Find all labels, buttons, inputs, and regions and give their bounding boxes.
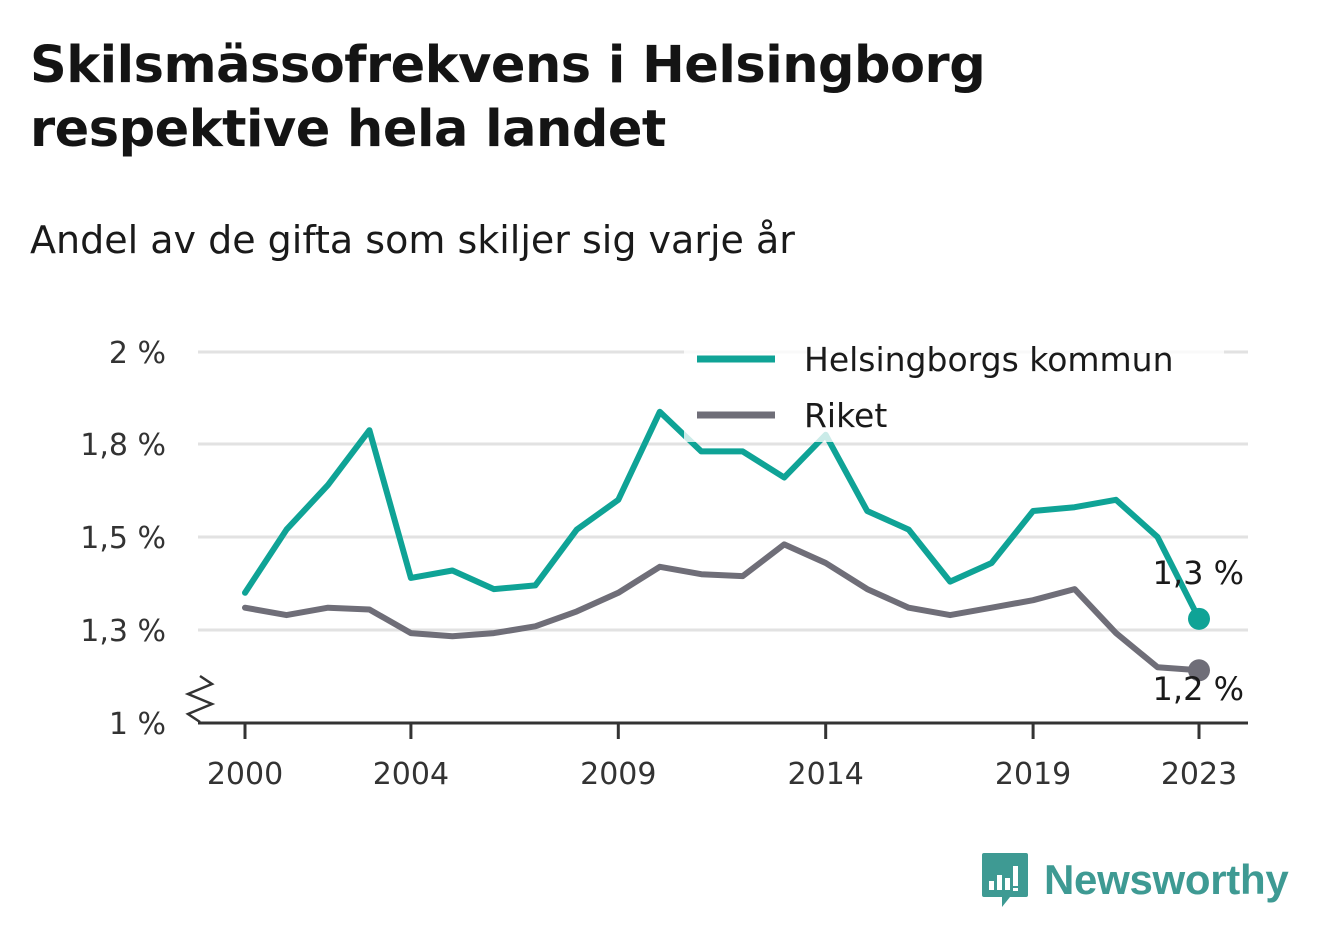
end-points: 1,3 % 1,2 % bbox=[1153, 554, 1244, 708]
x-tick-label: 2014 bbox=[788, 757, 864, 792]
chart-subtitle: Andel av de gifta som skiljer sig varje … bbox=[30, 218, 795, 262]
x-tick-label: 2023 bbox=[1161, 757, 1237, 792]
series-lines bbox=[242, 408, 1202, 674]
y-tick-label: 1,3 % bbox=[80, 614, 166, 649]
x-tick-label: 2019 bbox=[995, 757, 1071, 792]
x-axis-tick-labels: 2000 2004 2009 2014 2019 2023 bbox=[207, 757, 1237, 792]
newsworthy-logo: Newsworthy bbox=[980, 850, 1289, 910]
x-axis bbox=[184, 674, 1248, 739]
legend: Helsingborgs kommun Riket bbox=[684, 334, 1224, 442]
brand-name: Newsworthy bbox=[1044, 856, 1289, 903]
y-axis-tick-labels: 1 % 1,3 % 1,5 % 1,8 % 2 % bbox=[80, 336, 166, 742]
y-tick-label: 1 % bbox=[109, 707, 166, 742]
end-value-label: 1,2 % bbox=[1153, 670, 1244, 708]
series-line-helsingborg bbox=[242, 408, 1202, 622]
y-tick-label: 2 % bbox=[109, 336, 166, 371]
chart-title: Skilsmässofrekvens i Helsingborg respekt… bbox=[30, 36, 986, 159]
x-tick-label: 2000 bbox=[207, 757, 283, 792]
end-value-label: 1,3 % bbox=[1153, 554, 1244, 592]
y-tick-label: 1,5 % bbox=[80, 521, 166, 556]
axis-break-symbol bbox=[184, 674, 216, 724]
legend-background bbox=[684, 334, 1224, 442]
y-tick-label: 1,8 % bbox=[80, 428, 166, 463]
series-line-riket bbox=[242, 541, 1202, 674]
x-tick-label: 2009 bbox=[580, 757, 656, 792]
x-tick-label: 2004 bbox=[373, 757, 449, 792]
end-point-marker bbox=[1188, 659, 1210, 682]
bar-chart-logo-icon bbox=[982, 853, 1028, 907]
end-point-marker bbox=[1188, 607, 1210, 630]
legend-label: Helsingborgs kommun bbox=[804, 340, 1174, 379]
legend-label: Riket bbox=[804, 396, 887, 435]
